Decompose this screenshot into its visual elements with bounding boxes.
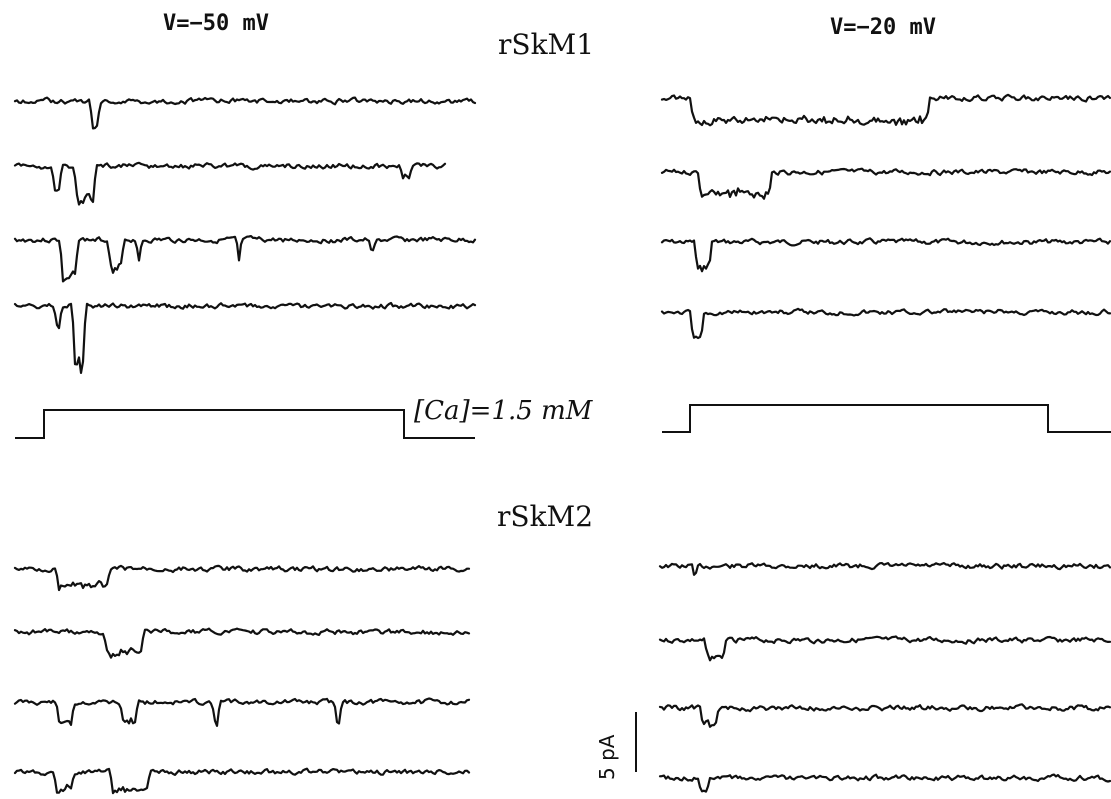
top-right-trace-2 <box>660 167 1111 200</box>
voltage-label-left: V=−50 mV <box>163 11 269 36</box>
voltage-pulses <box>15 404 1111 439</box>
top-right-trace-1 <box>660 93 1111 127</box>
top-left-trace-4 <box>13 301 477 374</box>
voltage-label-right: V=−20 mV <box>830 15 936 40</box>
bottom-left-trace-2 <box>13 627 471 659</box>
current-traces <box>13 93 1111 795</box>
bottom-left-trace-3 <box>13 697 471 728</box>
pulse-right <box>662 404 1111 433</box>
scale-bar: 5 pA <box>595 712 637 780</box>
channel-label-rskm2: rSkM2 <box>497 500 593 533</box>
top-right-trace-4 <box>660 307 1111 340</box>
bottom-right-trace-3 <box>658 703 1111 728</box>
bottom-left-trace-1 <box>13 564 471 592</box>
calcium-concentration-label: [Ca]=1.5 mM <box>414 396 594 426</box>
top-left-trace-1 <box>13 96 477 130</box>
bottom-right-trace-1 <box>658 561 1111 576</box>
pulse-left <box>15 409 475 439</box>
top-right-trace-3 <box>660 237 1111 273</box>
scale-bar-label: 5 pA <box>595 734 619 780</box>
top-left-trace-3 <box>13 235 477 283</box>
channel-label-rskm1: rSkM1 <box>498 28 594 61</box>
bottom-right-trace-4 <box>658 773 1111 793</box>
bottom-right-trace-2 <box>658 635 1111 662</box>
top-left-trace-2 <box>13 161 447 206</box>
bottom-left-trace-4 <box>13 767 471 795</box>
